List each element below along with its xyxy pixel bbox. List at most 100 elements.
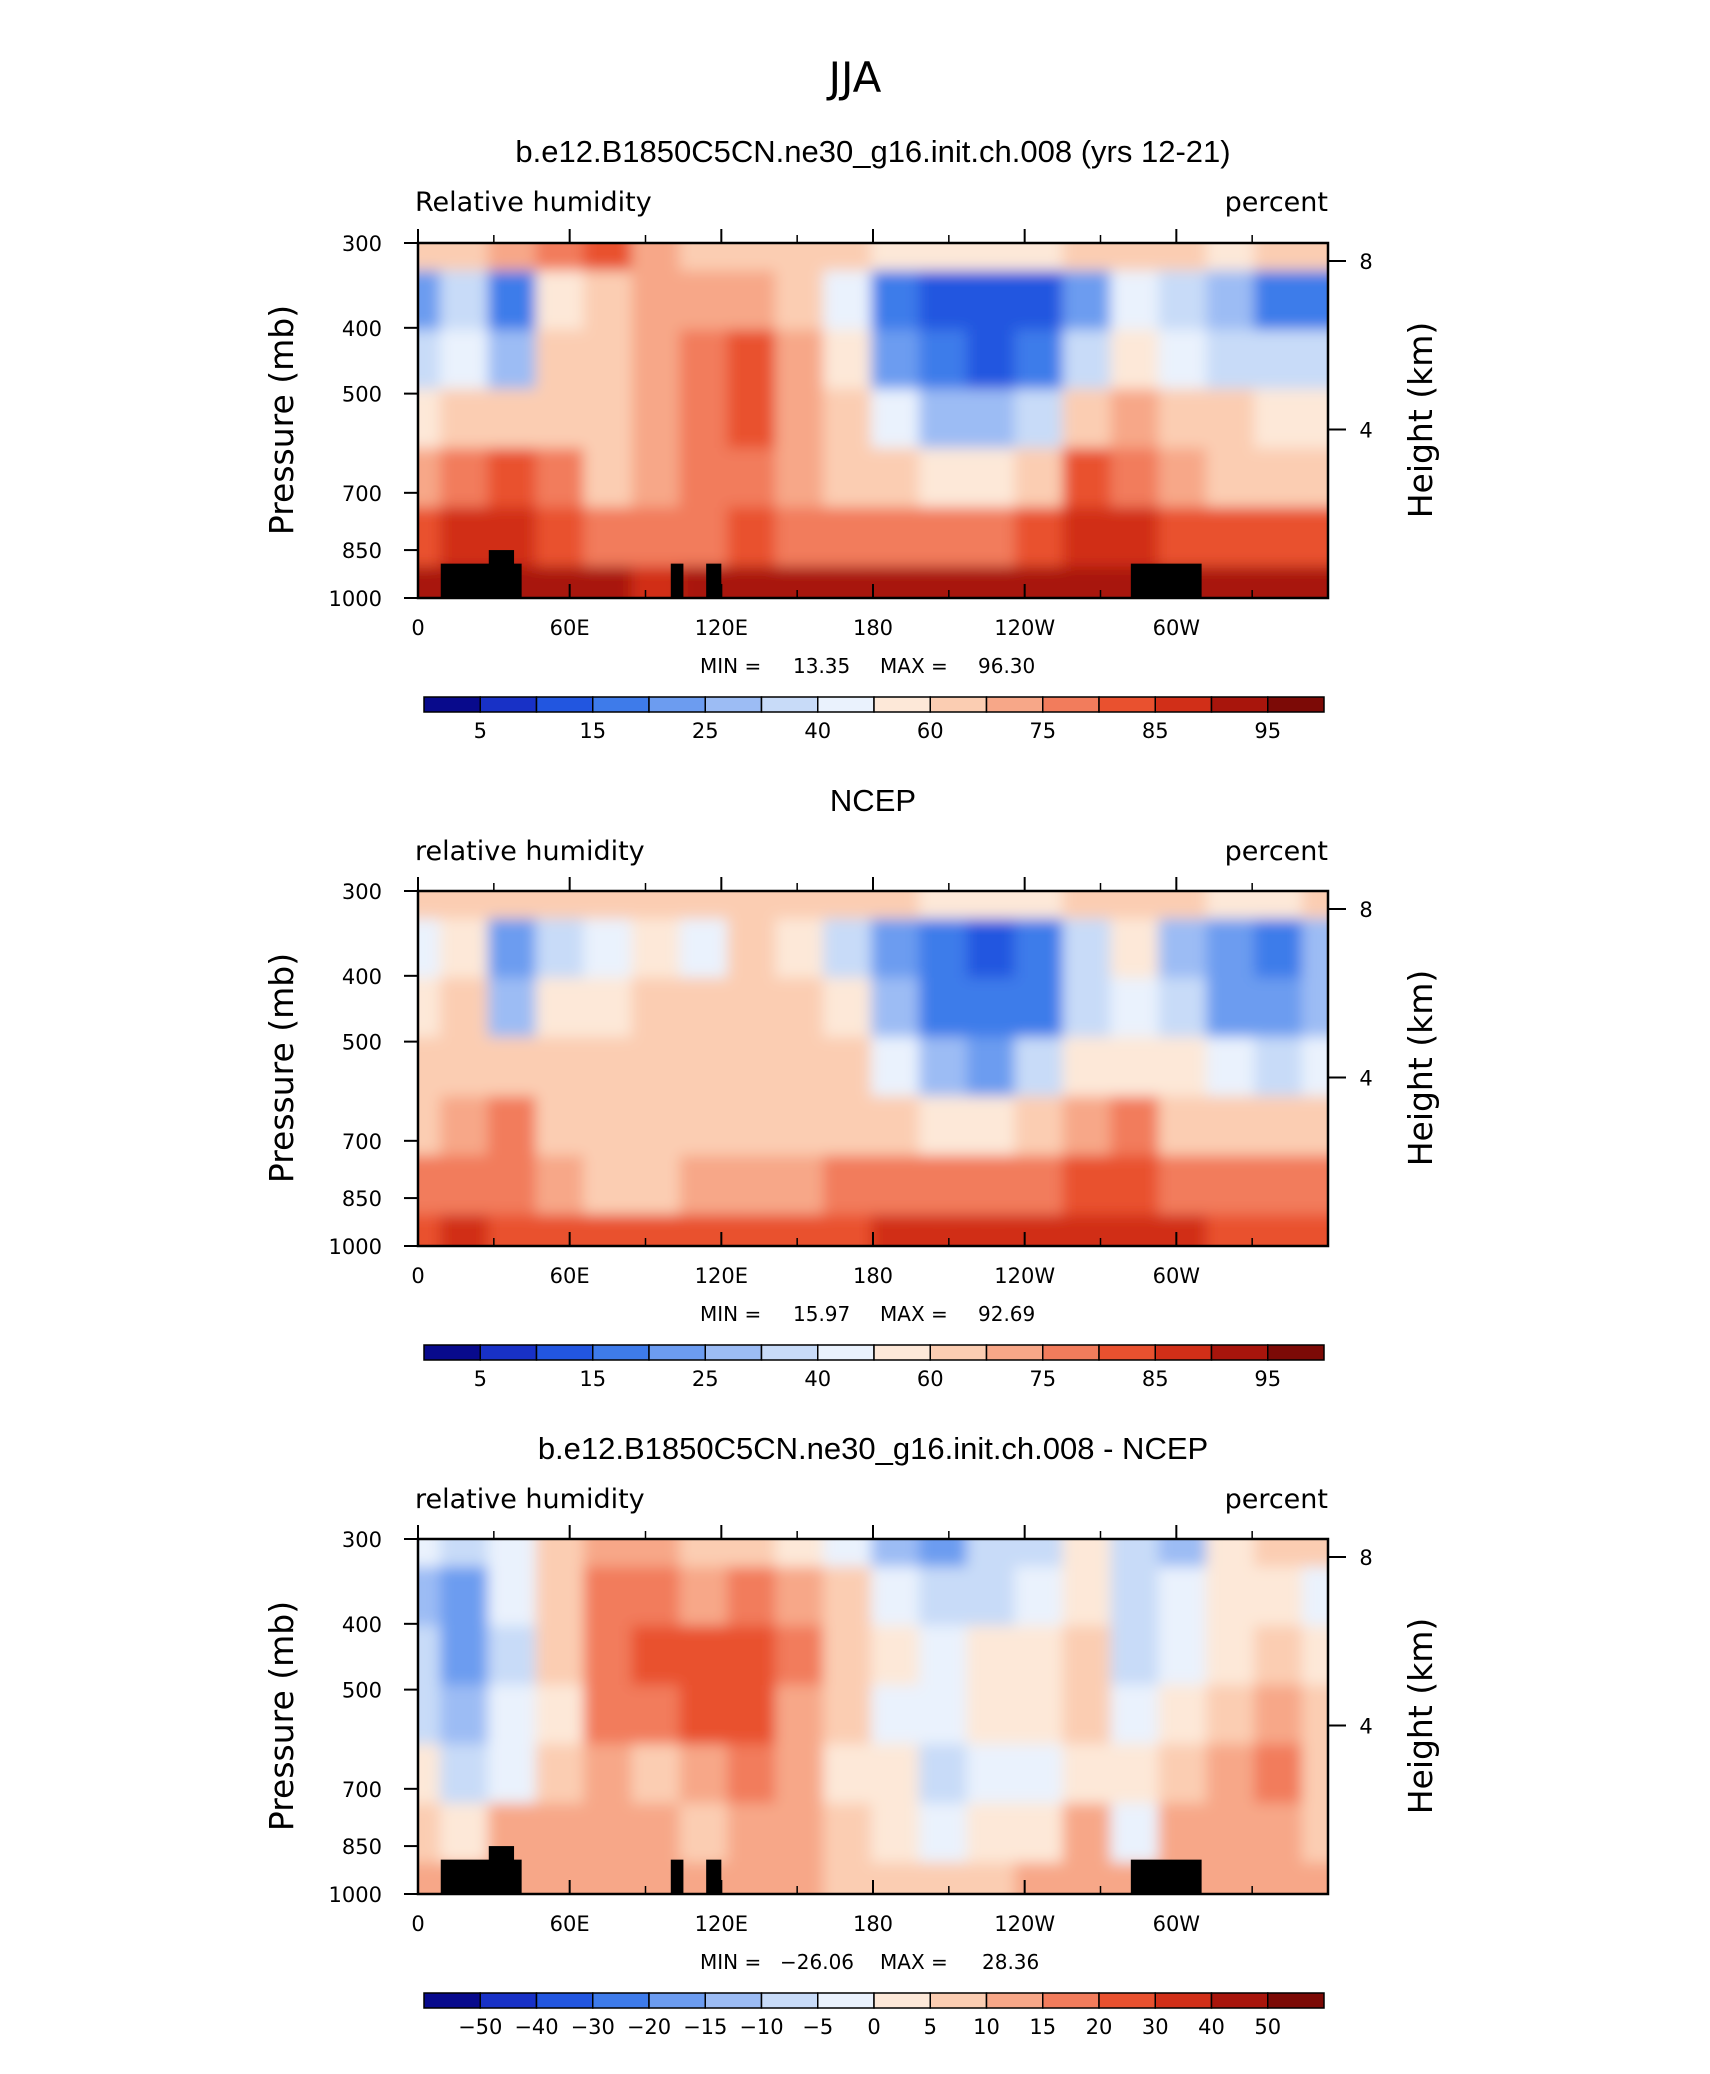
contour-cell (1254, 891, 1307, 923)
contour-cell (679, 977, 732, 1041)
colorbar-label: −20 (627, 2015, 671, 2039)
contour-cell (775, 1744, 828, 1808)
contour-cell (1206, 507, 1259, 571)
colorbar-swatch (704, 696, 763, 713)
contour-cell (631, 1539, 684, 1571)
contour-cell (1302, 1566, 1328, 1630)
contour-cell (631, 1036, 684, 1101)
contour-cell (1014, 388, 1067, 453)
contour-cell (1302, 891, 1328, 923)
panel-difference-min-value: −26.06 (780, 1950, 854, 1974)
colorbar-label: 85 (1142, 1367, 1169, 1391)
colorbar-swatch (873, 696, 931, 713)
contour-cell (487, 270, 540, 334)
y-tick-label: 1000 (329, 587, 382, 611)
contour-cell (1014, 1214, 1067, 1246)
contour-cell (679, 1155, 732, 1219)
contour-cell (1254, 507, 1307, 571)
contour-cell (1158, 1566, 1211, 1630)
contour-cell (775, 1803, 828, 1867)
colorbar-swatch (535, 1344, 594, 1361)
contour-cell (1206, 1036, 1259, 1101)
contour-cell (1062, 1214, 1115, 1246)
contour-cell (1158, 1096, 1211, 1160)
colorbar-swatch (479, 1344, 538, 1361)
contour-cell (535, 388, 588, 453)
contour-cell (966, 977, 1019, 1041)
contour-cell (631, 1803, 684, 1867)
colorbar-label: −5 (802, 2015, 833, 2039)
contour-cell (1110, 507, 1163, 571)
colorbar-label: 5 (474, 719, 487, 743)
contour-cell (1110, 329, 1163, 393)
contour-cell (775, 566, 828, 598)
contour-cell (631, 1625, 684, 1689)
contour-cell (487, 1684, 540, 1749)
contour-cell (1014, 918, 1067, 982)
colorbar-label: 15 (579, 1367, 606, 1391)
contour-cell (727, 243, 780, 275)
contour-cell (1302, 1744, 1328, 1808)
colorbar-label: 5 (474, 1367, 487, 1391)
contour-cell (1062, 1539, 1115, 1571)
contour-cell (679, 1566, 732, 1630)
contour-cell (1302, 566, 1328, 598)
contour-cell (1158, 1625, 1211, 1689)
contour-cell (535, 243, 588, 275)
contour-cell (487, 1539, 540, 1571)
contour-cell (1158, 448, 1211, 512)
contour-cell (918, 1625, 971, 1689)
contour-cell (679, 1214, 732, 1246)
contour-cell (1014, 1744, 1067, 1808)
colorbar-swatch (1098, 696, 1156, 713)
contour-cell (535, 977, 588, 1041)
contour-cell (583, 329, 636, 393)
contour-cell (823, 1744, 875, 1808)
contour-cell (487, 891, 540, 923)
contour-cell (918, 1096, 971, 1160)
contour-cell (535, 1566, 588, 1630)
contour-cell (418, 388, 444, 453)
panel-model-ylabel-right: Height (km) (1401, 322, 1440, 519)
contour-cell (966, 1096, 1019, 1160)
x-tick-label: 120W (994, 1264, 1055, 1288)
contour-cell (1302, 329, 1328, 393)
colorbar-swatch (1154, 1992, 1213, 2009)
contour-cell (871, 918, 923, 982)
contour-cell (439, 1625, 492, 1689)
colorbar-label: 25 (692, 1367, 719, 1391)
panel-difference-min-label: MIN = (700, 1950, 761, 1974)
contour-cell (775, 329, 828, 393)
y-tick-label: 400 (342, 965, 382, 989)
colorbar-label: −15 (683, 2015, 727, 2039)
contour-cell (1206, 1803, 1259, 1867)
colorbar-swatch (1267, 1344, 1325, 1361)
contour-cell (1110, 1096, 1163, 1160)
contour-cell (966, 1036, 1019, 1101)
contour-cell (1062, 1803, 1115, 1867)
contour-cell (1110, 270, 1163, 334)
contour-cell (727, 1744, 780, 1808)
contour-cell (631, 270, 684, 334)
contour-cell (823, 1566, 875, 1630)
contour-cell (1302, 1625, 1328, 1689)
contour-cell (535, 1539, 588, 1571)
terrain-block (1130, 563, 1202, 598)
contour-cell (871, 448, 923, 512)
contour-cell (1254, 1625, 1307, 1689)
colorbar-swatch (535, 1992, 594, 2009)
colorbar-swatch (929, 696, 988, 713)
contour-cell (679, 1625, 732, 1689)
contour-cell (727, 507, 780, 571)
contour-cell (1302, 448, 1328, 512)
colorbar-label: 60 (917, 719, 944, 743)
contour-cell (727, 1214, 780, 1246)
colorbar-swatch (873, 1344, 931, 1361)
contour-cell (1062, 270, 1115, 334)
terrain-block (1130, 1859, 1202, 1894)
contour-cell (918, 891, 971, 923)
contour-cell (1302, 1862, 1328, 1894)
terrain-block (509, 1859, 522, 1894)
contour-cell (727, 918, 780, 982)
contour-cell (583, 1036, 636, 1101)
